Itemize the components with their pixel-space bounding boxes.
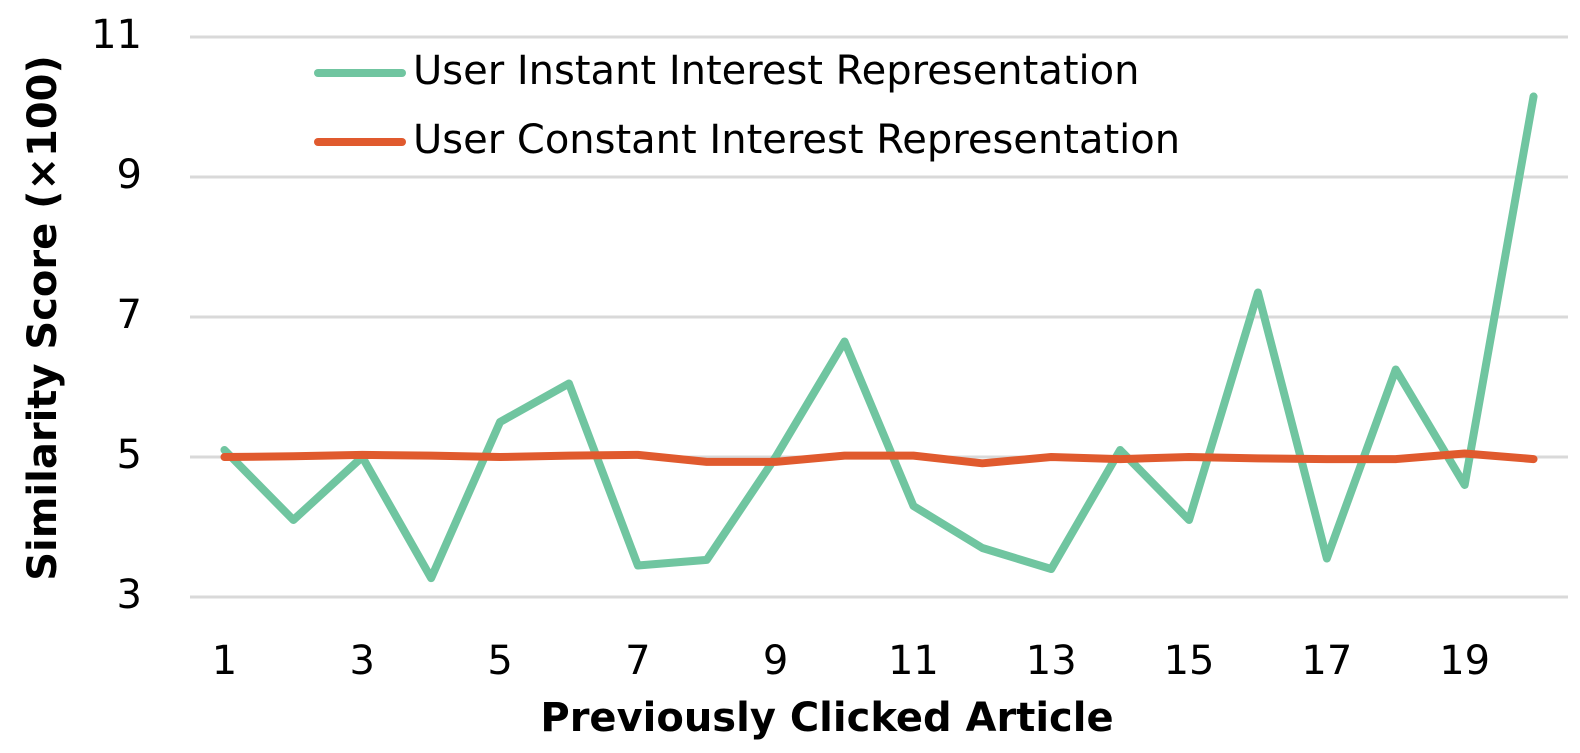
x-tick-label: 9 bbox=[763, 638, 788, 684]
x-tick-label: 11 bbox=[888, 638, 939, 684]
x-tick-label: 15 bbox=[1164, 638, 1215, 684]
x-tick-label: 1 bbox=[212, 638, 237, 684]
x-tick-label: 19 bbox=[1439, 638, 1490, 684]
x-tick-label: 3 bbox=[350, 638, 375, 684]
y-tick-label: 7 bbox=[117, 292, 142, 338]
series-line bbox=[220, 92, 1538, 583]
legend-label: User Instant Interest Representation bbox=[413, 48, 1139, 94]
y-tick-label: 3 bbox=[117, 572, 142, 618]
x-tick-label: 5 bbox=[487, 638, 512, 684]
y-axis-title: Similarity Score (×100) bbox=[20, 55, 66, 581]
legend-label: User Constant Interest Representation bbox=[413, 117, 1180, 163]
series-line bbox=[220, 449, 1538, 468]
y-tick-label: 9 bbox=[117, 152, 142, 198]
y-tick-label: 5 bbox=[117, 432, 142, 478]
y-tick-label: 11 bbox=[91, 12, 142, 58]
x-axis-title: Previously Clicked Article bbox=[540, 695, 1113, 741]
x-tick-label: 7 bbox=[625, 638, 650, 684]
x-tick-label: 13 bbox=[1026, 638, 1077, 684]
x-tick-label: 17 bbox=[1301, 638, 1352, 684]
